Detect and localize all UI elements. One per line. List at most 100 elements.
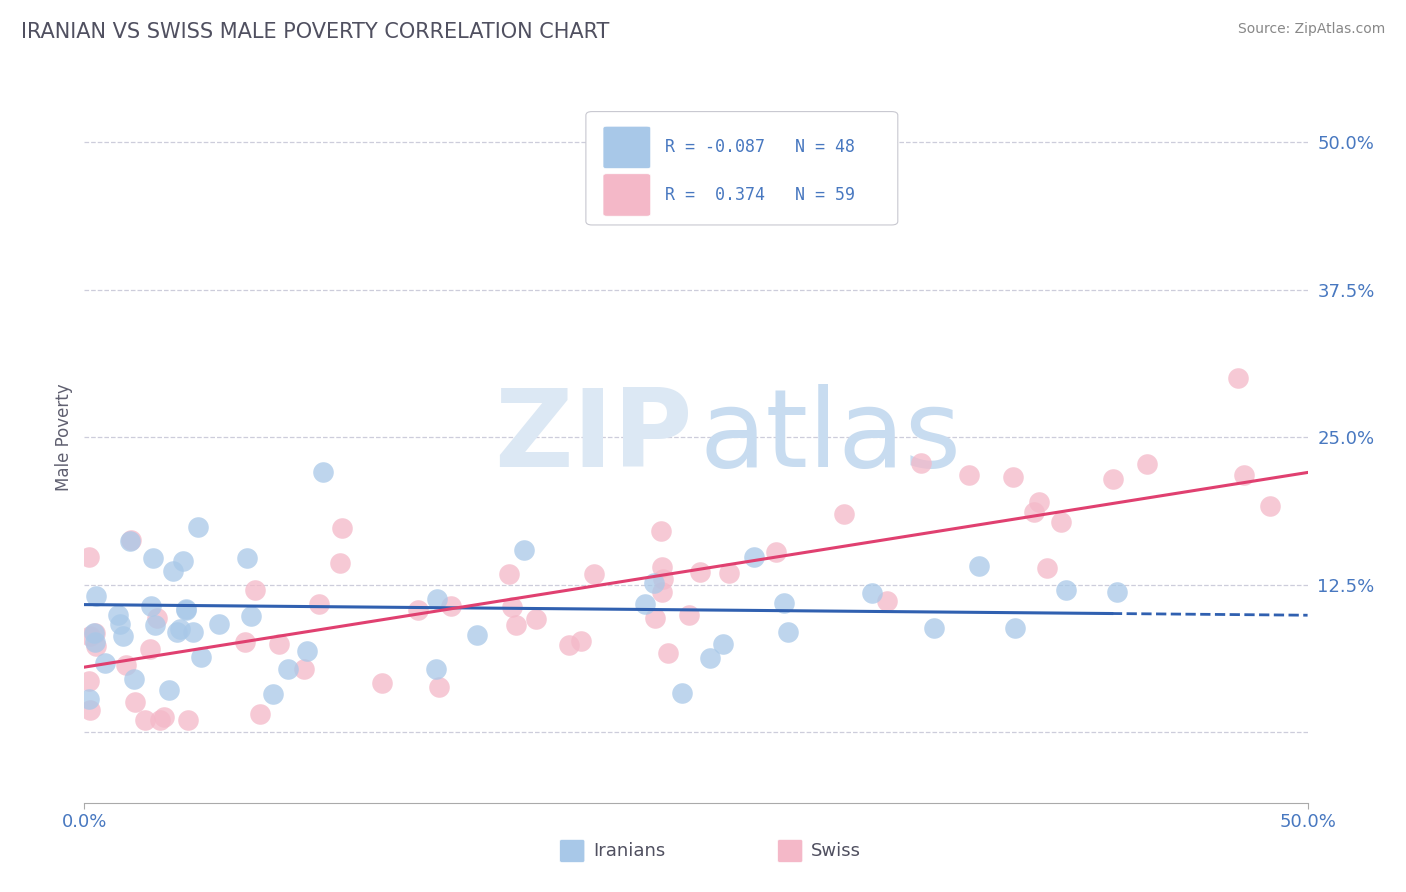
- Point: [295, 644, 318, 658]
- Point: [513, 542, 536, 557]
- Point: [644, 610, 666, 624]
- Point: [1022, 506, 1045, 520]
- Point: [84, 640, 107, 654]
- Point: [967, 559, 990, 574]
- Point: [292, 662, 315, 676]
- Point: [146, 611, 169, 625]
- Point: [498, 566, 520, 581]
- Point: [262, 687, 284, 701]
- Point: [149, 713, 172, 727]
- Point: [79, 703, 101, 717]
- Point: [406, 602, 429, 616]
- Point: [169, 622, 191, 636]
- Point: [569, 634, 592, 648]
- Point: [651, 572, 673, 586]
- Point: [330, 521, 353, 535]
- Point: [465, 628, 488, 642]
- Point: [208, 617, 231, 632]
- Point: [778, 625, 800, 640]
- Point: [1258, 499, 1281, 513]
- Point: [651, 585, 673, 599]
- Point: [177, 713, 200, 727]
- Point: [524, 612, 547, 626]
- Point: [108, 616, 131, 631]
- Point: [426, 592, 449, 607]
- Point: [671, 686, 693, 700]
- Point: [249, 706, 271, 721]
- Point: [1028, 495, 1050, 509]
- Point: [124, 695, 146, 709]
- Point: [162, 564, 184, 578]
- Point: [174, 603, 197, 617]
- Point: [651, 560, 673, 574]
- Point: [141, 599, 163, 614]
- Y-axis label: Male Poverty: Male Poverty: [55, 384, 73, 491]
- FancyBboxPatch shape: [603, 126, 651, 169]
- Point: [1136, 457, 1159, 471]
- Point: [153, 710, 176, 724]
- Point: [1233, 467, 1256, 482]
- Point: [851, 159, 873, 173]
- Point: [689, 565, 711, 579]
- Text: IRANIAN VS SWISS MALE POVERTY CORRELATION CHART: IRANIAN VS SWISS MALE POVERTY CORRELATIO…: [21, 22, 609, 42]
- Point: [139, 642, 162, 657]
- Point: [120, 533, 142, 548]
- Point: [77, 691, 100, 706]
- Text: Iranians: Iranians: [593, 842, 665, 860]
- Point: [440, 599, 463, 614]
- Point: [699, 651, 721, 665]
- Point: [122, 672, 145, 686]
- Point: [1036, 561, 1059, 575]
- Point: [235, 551, 257, 566]
- Text: R =  0.374   N = 59: R = 0.374 N = 59: [665, 186, 855, 204]
- Point: [650, 524, 672, 538]
- FancyBboxPatch shape: [603, 174, 651, 216]
- Point: [312, 466, 335, 480]
- Point: [772, 596, 794, 610]
- Point: [1226, 371, 1249, 385]
- Point: [83, 625, 105, 640]
- Text: R = -0.087   N = 48: R = -0.087 N = 48: [665, 138, 855, 156]
- Point: [957, 468, 980, 483]
- Point: [107, 608, 129, 623]
- Point: [583, 566, 606, 581]
- Point: [243, 583, 266, 598]
- Point: [505, 618, 527, 632]
- Point: [876, 594, 898, 608]
- Point: [269, 637, 291, 651]
- Point: [1105, 585, 1128, 599]
- Point: [181, 625, 204, 640]
- Point: [157, 683, 180, 698]
- Point: [371, 676, 394, 690]
- Point: [1002, 470, 1025, 484]
- Point: [94, 657, 117, 671]
- Point: [1101, 472, 1123, 486]
- FancyBboxPatch shape: [586, 112, 898, 225]
- Point: [120, 533, 142, 547]
- Point: [643, 576, 665, 591]
- Point: [427, 680, 450, 694]
- Text: ZIP: ZIP: [494, 384, 692, 490]
- Point: [142, 550, 165, 565]
- Point: [1050, 515, 1073, 529]
- Point: [84, 590, 107, 604]
- Point: [190, 649, 212, 664]
- Point: [111, 629, 134, 643]
- Point: [718, 566, 741, 581]
- Point: [172, 553, 194, 567]
- Text: atlas: atlas: [700, 384, 962, 490]
- Point: [425, 662, 447, 676]
- Point: [1004, 621, 1026, 635]
- Point: [277, 662, 299, 676]
- Point: [143, 618, 166, 632]
- Point: [83, 626, 105, 640]
- Point: [329, 556, 352, 570]
- Point: [79, 629, 101, 643]
- Point: [1054, 582, 1077, 597]
- Point: [115, 657, 138, 672]
- Point: [134, 713, 156, 727]
- Point: [657, 646, 679, 660]
- Point: [744, 549, 766, 564]
- Point: [633, 597, 655, 611]
- Point: [308, 597, 330, 611]
